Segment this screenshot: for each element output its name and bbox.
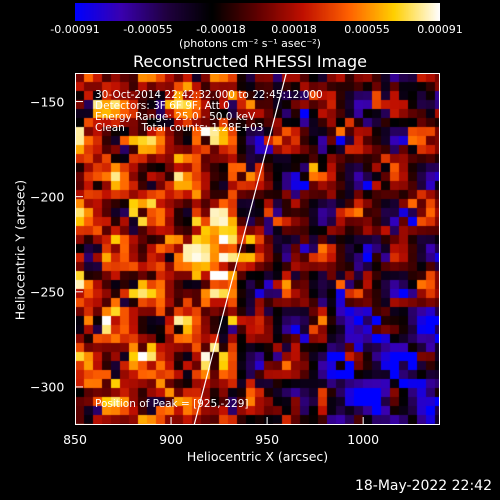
annotation-clean: Clean Total counts: 1.28E+03 bbox=[95, 122, 264, 134]
colorbar-tick: 0.00018 bbox=[271, 23, 317, 36]
colorbar-tick: 0.00055 bbox=[344, 23, 390, 36]
x-axis-label: Heliocentric X (arcsec) bbox=[186, 449, 329, 464]
colorbar-tick: 0.00091 bbox=[417, 23, 463, 36]
y-axis-label: Heliocentric Y (arcsec) bbox=[12, 179, 28, 321]
y-tick-label: −250 bbox=[30, 284, 65, 300]
annotation-energy: Energy Range: 25.0 - 50.0 keV bbox=[95, 111, 256, 123]
y-tick-label: −150 bbox=[30, 94, 65, 110]
x-tick-label: 950 bbox=[255, 432, 280, 447]
datestamp: 18-May-2022 22:42 bbox=[354, 478, 492, 494]
y-tick-marks bbox=[75, 101, 83, 388]
x-tick-label: 850 bbox=[63, 432, 87, 447]
colorbar-tick: -0.00018 bbox=[196, 23, 246, 36]
plot-frame bbox=[75, 73, 440, 425]
colorbar-tick: -0.00055 bbox=[123, 23, 173, 36]
annotation-time: 30-Oct-2014 22:42:32.000 to 22:45:12.000 bbox=[95, 89, 323, 101]
peak-position-label: Position of Peak = [925,-229] bbox=[95, 398, 249, 410]
x-tick-label: 1000 bbox=[347, 432, 380, 447]
chart-title: Reconstructed RHESSI Image bbox=[133, 52, 367, 71]
heatmap-image bbox=[75, 73, 440, 425]
plot-overlay bbox=[75, 73, 440, 425]
colorbar-tick: -0.00091 bbox=[50, 23, 100, 36]
x-tick-label: 900 bbox=[159, 432, 183, 447]
x-tick-marks bbox=[75, 417, 364, 425]
colorbar-unit: (photons cm⁻² s⁻¹ asec⁻²) bbox=[179, 37, 321, 50]
y-tick-label: −200 bbox=[30, 189, 65, 205]
colorbar bbox=[75, 3, 440, 21]
y-tick-label: −300 bbox=[30, 379, 65, 395]
annotation-detectors: Detectors: 3F 6F 9F, Att 0 bbox=[95, 100, 230, 112]
solar-limb-line bbox=[193, 73, 287, 425]
